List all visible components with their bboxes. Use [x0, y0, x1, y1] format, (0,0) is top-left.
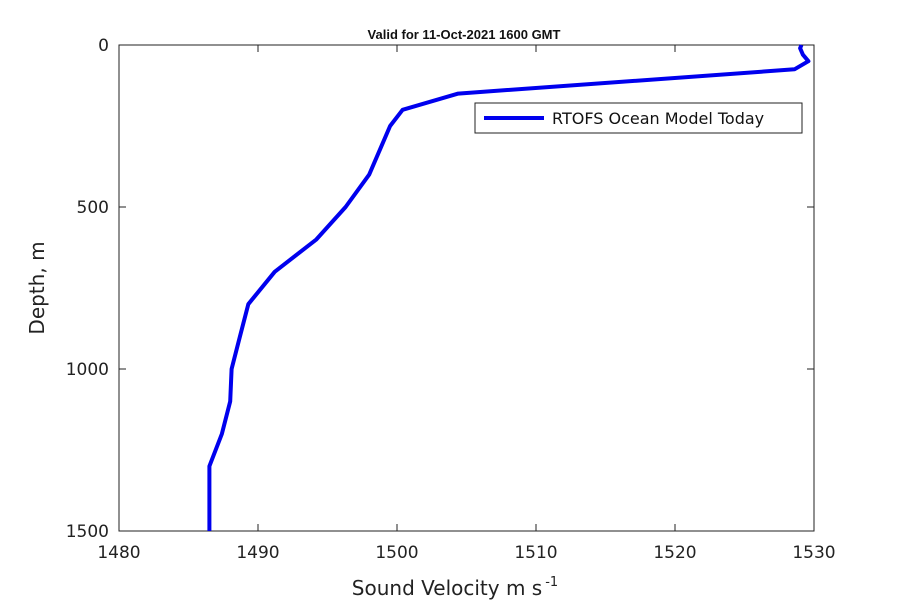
y-tick-label: 1000	[66, 360, 109, 380]
x-tick-label: 1500	[375, 543, 418, 563]
legend: RTOFS Ocean Model Today	[474, 102, 803, 134]
legend-label: RTOFS Ocean Model Today	[552, 109, 764, 128]
x-tick-label: 1510	[514, 543, 557, 563]
x-axis-label-exponent: -1	[545, 575, 558, 590]
y-tick-label: 0	[98, 36, 109, 56]
y-tick-label: 500	[77, 198, 109, 218]
x-tick-label: 1480	[97, 543, 140, 563]
x-axis-label: Sound Velocity m s -1	[352, 575, 558, 600]
y-tick-label: 1500	[66, 522, 109, 542]
x-tick-label: 1490	[236, 543, 279, 563]
series-layer	[207, 44, 811, 532]
x-axis-ticks: 1480 1490 1500 1510 1520 1530	[97, 45, 836, 563]
x-tick-label: 1530	[792, 543, 835, 563]
x-tick-label: 1520	[653, 543, 696, 563]
chart-title: Valid for 11-Oct-2021 1600 GMT	[368, 27, 561, 42]
x-axis-label-text: Sound Velocity m s	[352, 576, 542, 600]
y-axis-label: Depth, m	[25, 241, 49, 334]
y-axis-ticks: 0 500 1000 1500	[66, 36, 814, 542]
